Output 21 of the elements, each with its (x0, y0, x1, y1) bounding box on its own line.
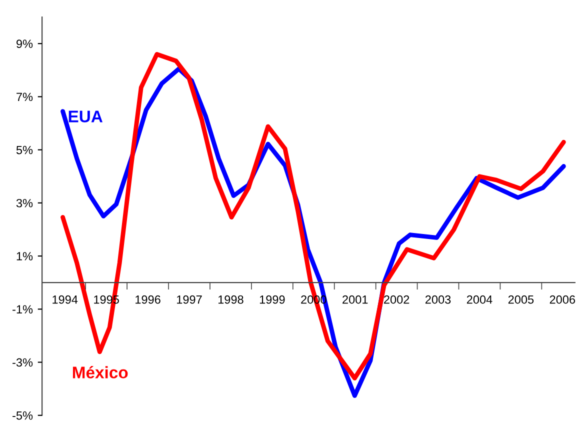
y-tick-label: -3% (12, 358, 33, 367)
x-tick-label: 1994 (52, 295, 78, 304)
x-tick-label: 2004 (466, 295, 492, 304)
x-tick-label: 1999 (260, 295, 285, 304)
y-tick-label: -5% (12, 411, 33, 420)
y-tick-label: 5% (16, 146, 33, 154)
y-tick-label: -1% (12, 305, 33, 314)
x-tick-label: 2002 (384, 295, 410, 304)
x-tick-label: 2003 (425, 295, 451, 304)
x-tick-label: 2006 (550, 295, 576, 304)
y-tick-label: 9% (16, 40, 33, 48)
x-tick-label: 2005 (508, 295, 534, 304)
x-tick-label: 1998 (218, 295, 244, 304)
y-tick-label: 7% (16, 92, 33, 102)
x-tick-label: 1997 (177, 295, 202, 304)
x-tick-label: 1996 (136, 295, 160, 304)
x-tick-label: 2001 (342, 295, 368, 304)
series-label: EUA (68, 110, 103, 122)
y-tick-label: 3% (16, 198, 33, 208)
y-tick-label: 1% (16, 252, 33, 260)
series-label: México (72, 366, 128, 378)
